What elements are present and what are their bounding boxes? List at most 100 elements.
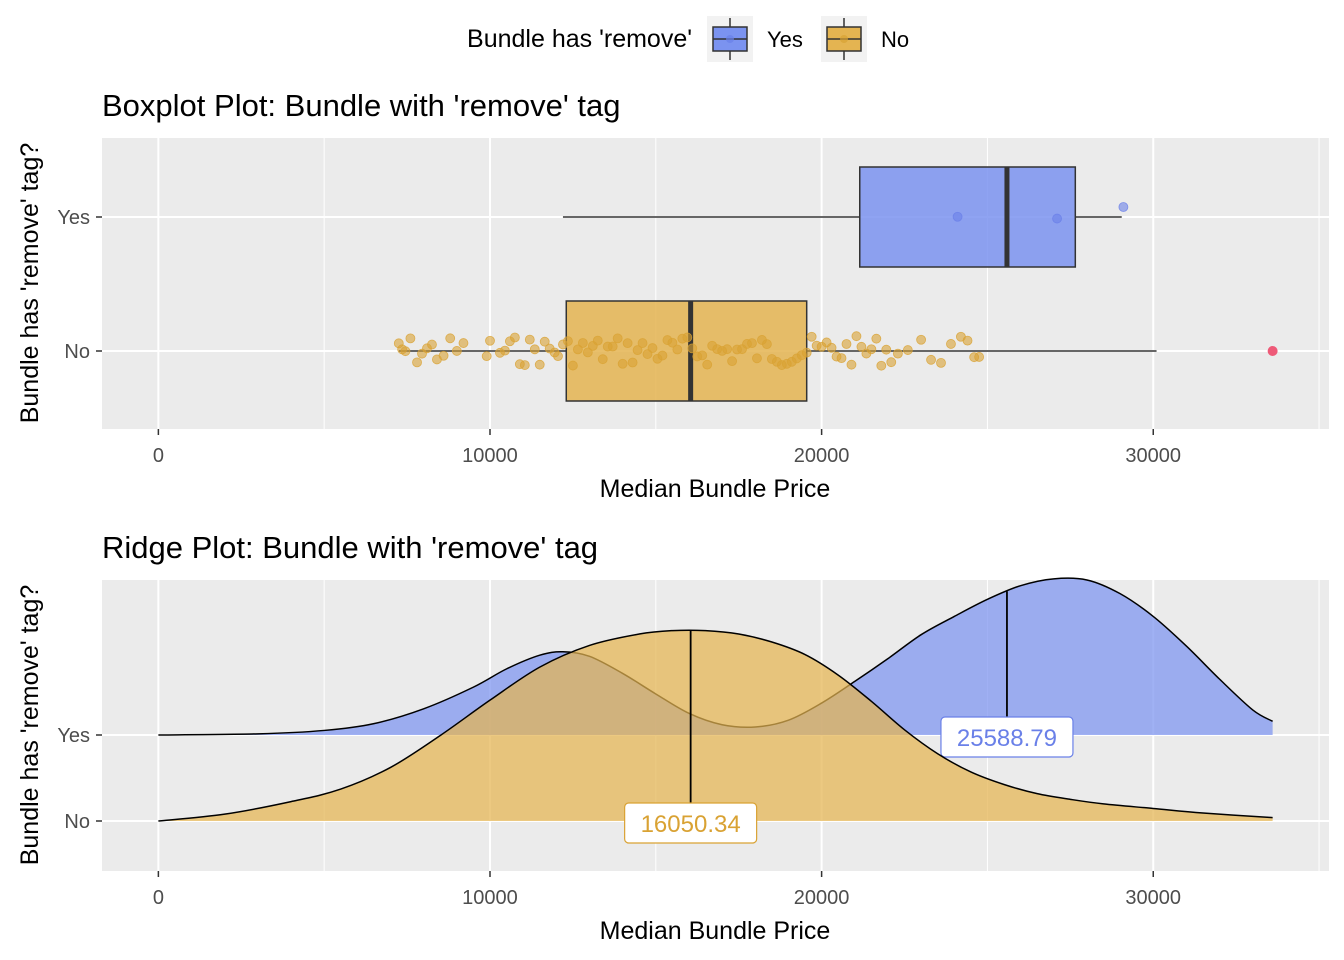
jitter-point-no xyxy=(568,360,578,371)
jitter-point-no xyxy=(451,346,462,356)
jitter-point-yes xyxy=(952,211,963,222)
x-tick-label: 20000 xyxy=(794,445,850,467)
jitter-point-no xyxy=(412,357,422,368)
jitter-point-no xyxy=(534,359,545,370)
jitter-point-no xyxy=(563,336,573,347)
jitter-point-no xyxy=(727,356,737,367)
jitter-point-no xyxy=(458,338,469,348)
jitter-point-no xyxy=(509,332,520,343)
box-no xyxy=(565,300,808,402)
x-tick-label: 20000 xyxy=(794,887,850,909)
jitter-point-no xyxy=(400,346,411,357)
jitter-point-no xyxy=(627,357,638,368)
legend-title: Bundle has 'remove' xyxy=(467,25,692,53)
jitter-point-no xyxy=(539,336,550,347)
ridge-x-axis-title: Median Bundle Price xyxy=(600,917,831,945)
jitter-point-no xyxy=(445,333,456,344)
y-tick-label: No xyxy=(64,341,90,363)
jitter-point-no xyxy=(856,341,867,352)
jitter-point-yes xyxy=(1118,202,1129,212)
median-label-text-no: 16050.34 xyxy=(641,811,741,838)
jitter-point-no xyxy=(871,333,882,344)
legend-key-yes xyxy=(707,16,753,62)
x-tick-label: 10000 xyxy=(462,887,518,909)
jitter-point-no xyxy=(876,360,887,371)
jitter-point-no xyxy=(572,344,583,355)
jitter-point-no xyxy=(687,343,698,354)
jitter-point-no xyxy=(892,348,903,359)
jitter-point-no xyxy=(881,344,892,355)
jitter-point-no xyxy=(916,334,927,345)
jitter-point-no xyxy=(405,333,416,344)
jitter-point-no xyxy=(529,344,540,355)
ridge-area-no xyxy=(158,630,1273,821)
x-tick-label: 0 xyxy=(153,887,164,909)
jitter-point-no xyxy=(519,360,530,370)
jitter-point-no xyxy=(926,354,936,365)
x-tick-label: 0 xyxy=(153,445,164,467)
ridge-area-yes xyxy=(158,578,1273,735)
jitter-point-no xyxy=(617,358,628,369)
jitter-point-no xyxy=(806,331,817,342)
median-label-text-yes: 25588.79 xyxy=(957,725,1057,752)
jitter-point-no xyxy=(577,338,588,348)
jitter-point-no xyxy=(946,339,956,349)
ridge-y-axis-title: Bundle has 'remove' tag? xyxy=(16,585,44,866)
ridge-marks: 25588.79 16050.34 xyxy=(158,577,1273,844)
jitter-point-no xyxy=(485,335,495,346)
jitter-point-no xyxy=(438,350,449,361)
legend-key-no xyxy=(821,16,867,62)
jitter-point-no xyxy=(622,338,633,349)
jitter-point-no xyxy=(697,350,708,361)
jitter-point-no xyxy=(722,344,733,355)
boxplot-x-axis-title: Median Bundle Price xyxy=(600,475,831,503)
jitter-point-no xyxy=(667,337,678,348)
jitter-point-no xyxy=(632,345,643,356)
jitter-point-no xyxy=(682,332,693,343)
y-tick-label: Yes xyxy=(57,207,90,229)
jitter-point-no xyxy=(962,335,973,346)
jitter-point-no xyxy=(612,333,623,344)
jitter-point-no xyxy=(553,351,563,362)
jitter-point-no xyxy=(851,331,862,342)
jitter-point-no xyxy=(637,338,648,348)
median-label-box-yes xyxy=(940,716,1074,758)
jitter-point-no xyxy=(886,357,897,368)
boxplot-y-axis-title: Bundle has 'remove' tag? xyxy=(16,143,44,424)
jitter-point-no xyxy=(657,350,668,361)
jitter-point-no xyxy=(582,347,593,358)
legend-label-no: No xyxy=(881,27,909,52)
median-label-box-no xyxy=(624,802,758,844)
jitter-point-no xyxy=(592,335,603,346)
jitter-point-no xyxy=(427,339,437,350)
boxplot-axes: 0 10000 20000 30000 Yes No xyxy=(57,207,1181,467)
jitter-point-no xyxy=(866,344,877,355)
jitter-point-no xyxy=(702,359,713,370)
jitter-point-no xyxy=(902,345,913,355)
jitter-point-no xyxy=(647,343,658,353)
jitter-point-no xyxy=(801,347,812,358)
jitter-point-no xyxy=(936,357,946,368)
y-tick-label: No xyxy=(64,811,90,833)
ridge-title: Ridge Plot: Bundle with 'remove' tag xyxy=(102,530,598,565)
jitter-point-no xyxy=(747,338,757,349)
jitter-point-no xyxy=(841,339,852,349)
jitter-point-no xyxy=(836,353,847,364)
legend: Bundle has 'remove' Yes No xyxy=(467,16,909,62)
jitter-point-no xyxy=(846,359,857,370)
boxplot-marks xyxy=(393,166,1278,402)
ridge-line-no xyxy=(158,629,1273,822)
y-tick-label: Yes xyxy=(57,725,90,747)
boxplot-title: Boxplot Plot: Bundle with 'remove' tag xyxy=(102,88,620,123)
jitter-point-no xyxy=(481,351,492,362)
jitter-point-no xyxy=(672,344,683,355)
legend-label-yes: Yes xyxy=(767,27,803,52)
outlier-point xyxy=(1267,346,1278,356)
ridge-axes: 0 10000 20000 30000 Yes No xyxy=(57,725,1181,909)
jitter-point-no xyxy=(752,353,762,364)
jitter-point-no xyxy=(524,334,535,345)
jitter-point-yes xyxy=(1052,213,1062,224)
jitter-point-no xyxy=(762,339,772,350)
x-tick-label: 30000 xyxy=(1125,887,1181,909)
